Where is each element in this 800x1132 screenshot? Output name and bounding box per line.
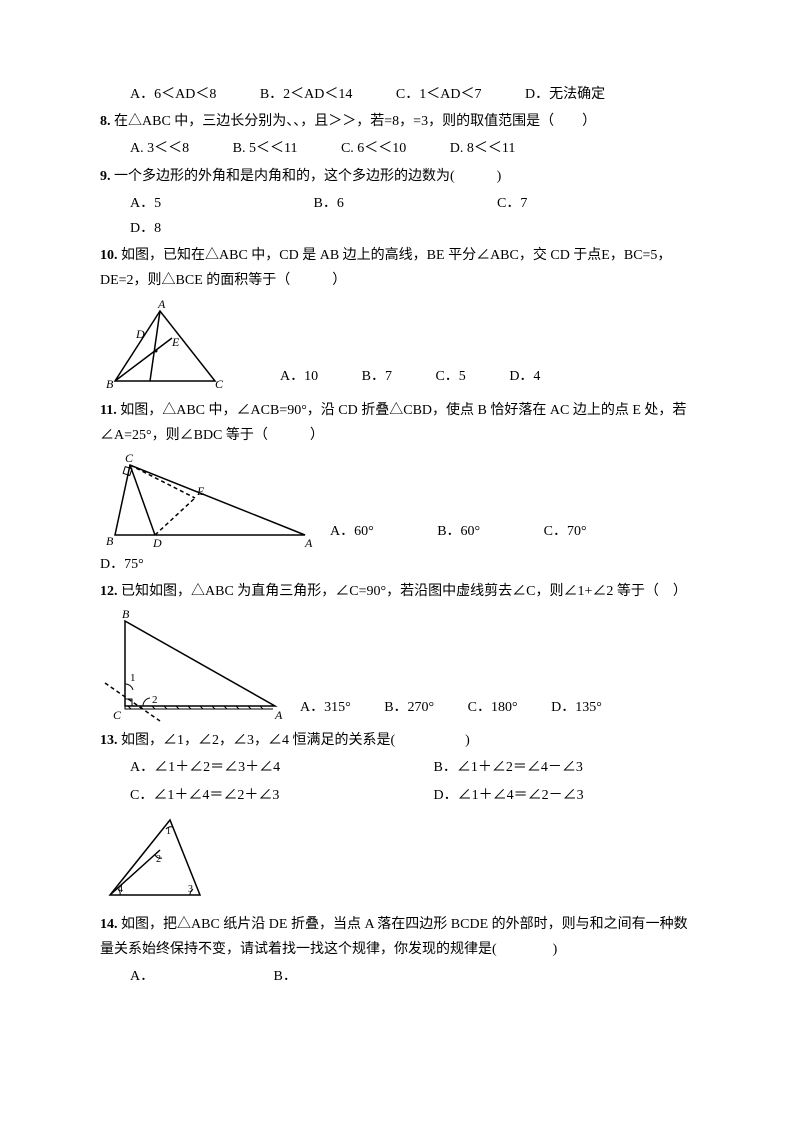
q12-num: 12.	[100, 584, 118, 599]
q10-text: 如图，已知在△ABC 中，CD 是 AB 边上的高线，BE 平分∠ABC，交 C…	[100, 248, 671, 288]
q12-text: 已知如图，△ABC 为直角三角形，∠C=90°，若沿图中虚线剪去∠C，则∠1+∠…	[121, 584, 687, 599]
q12: 12. 已知如图，△ABC 为直角三角形，∠C=90°，若沿图中虚线剪去∠C，则…	[100, 579, 700, 604]
svg-text:D: D	[135, 327, 145, 341]
q14-num: 14.	[100, 917, 118, 932]
svg-text:C: C	[113, 708, 122, 722]
svg-text:B: B	[106, 534, 114, 548]
q9-options: A．5 B．6 C．7 D．8	[100, 191, 700, 241]
svg-text:B: B	[106, 377, 114, 391]
q13-text: 如图，∠1，∠2，∠3，∠4 恒满足的关系是( )	[121, 733, 470, 748]
q7-options: A．6＜AD＜8 B．2＜AD＜14 C．1＜AD＜7 D．无法确定	[100, 82, 700, 107]
opt-c: C. 6＜＜10	[341, 136, 406, 161]
opt-b: B．2＜AD＜14	[260, 82, 353, 107]
opt-b: B．6	[314, 191, 454, 216]
opt-c: C．7	[497, 191, 637, 216]
svg-text:D: D	[152, 536, 162, 550]
q13-options-row1: A．∠1＋∠2＝∠3＋∠4 B．∠1＋∠2＝∠4－∠3	[100, 755, 700, 780]
q12-figure: B C A 1 2	[100, 606, 290, 726]
opt-a: A．10	[280, 364, 318, 389]
opt-a: A．∠1＋∠2＝∠3＋∠4	[130, 755, 390, 780]
svg-text:C: C	[215, 377, 224, 391]
opt-c: C．70°	[544, 519, 587, 544]
q14-text: 如图，把△ABC 纸片沿 DE 折叠，当点 A 落在四边形 BCDE 的外部时，…	[100, 917, 688, 957]
q11-opt-d: D．75°	[100, 552, 700, 577]
q10: 10. 如图，已知在△ABC 中，CD 是 AB 边上的高线，BE 平分∠ABC…	[100, 243, 700, 293]
svg-text:2: 2	[156, 854, 161, 865]
svg-text:B: B	[122, 607, 130, 621]
opt-c: C．180°	[468, 700, 518, 715]
opt-a: A．315°	[300, 700, 351, 715]
q10-figure: A B C D E	[100, 296, 240, 396]
svg-text:C: C	[125, 451, 134, 465]
q10-figure-row: A B C D E A．10 B．7 C．5 D．4	[100, 296, 700, 396]
opt-b: B. 5＜＜11	[233, 136, 298, 161]
svg-text:E: E	[196, 484, 205, 498]
svg-text:A: A	[304, 536, 313, 550]
q8-text: 在△ABC 中，三边长分别为、、，且＞＞，若=8，=3，则的取值范围是（ ）	[114, 114, 596, 129]
opt-b: B．∠1＋∠2＝∠4－∠3	[434, 755, 583, 780]
opt-b: B．7	[362, 364, 392, 389]
q10-options: A．10 B．7 C．5 D．4	[250, 364, 580, 395]
opt-c: C．1＜AD＜7	[396, 82, 482, 107]
q11-figure-row: C B D E A A．60° B．60° C．70°	[100, 450, 700, 550]
q11-options: A．60° B．60° C．70°	[330, 519, 647, 550]
opt-d: D. 8＜＜11	[450, 136, 516, 161]
q9: 9. 一个多边形的外角和是内角和的，这个多边形的边数为( )	[100, 164, 700, 189]
opt-b: B．270°	[384, 700, 434, 715]
opt-d: D．4	[509, 364, 540, 389]
q8-num: 8.	[100, 114, 111, 129]
q11-text: 如图，△ABC 中，∠ACB=90°，沿 CD 折叠△CBD，使点 B 恰好落在…	[100, 403, 686, 443]
opt-d: D．135°	[551, 700, 602, 715]
svg-text:A: A	[274, 708, 283, 722]
opt-a: A. 3＜＜8	[130, 136, 189, 161]
opt-a: A．6＜AD＜8	[130, 82, 216, 107]
q10-num: 10.	[100, 248, 118, 263]
svg-text:A: A	[157, 297, 166, 311]
opt-a: A．	[130, 964, 230, 989]
q13-figure: 1 2 3 4	[100, 810, 220, 910]
q11-figure: C B D E A	[100, 450, 320, 550]
opt-c: C．5	[435, 364, 465, 389]
q9-num: 9.	[100, 169, 111, 184]
opt-b: B．	[274, 964, 297, 989]
opt-a: A．60°	[330, 519, 374, 544]
opt-b: B．60°	[437, 519, 480, 544]
svg-text:2: 2	[152, 694, 158, 706]
q8-options: A. 3＜＜8 B. 5＜＜11 C. 6＜＜10 D. 8＜＜11	[100, 136, 700, 161]
q12-options: A．315° B．270° C．180° D．135°	[300, 695, 602, 726]
opt-d: D．无法确定	[525, 82, 605, 107]
opt-c: C．∠1＋∠4＝∠2＋∠3	[130, 783, 390, 808]
q11-num: 11.	[100, 403, 117, 418]
opt-d: D．8	[130, 216, 270, 241]
q8: 8. 在△ABC 中，三边长分别为、、，且＞＞，若=8，=3，则的取值范围是（ …	[100, 109, 700, 134]
q12-figure-row: B C A 1 2 A．315° B．270° C．180° D．135°	[100, 606, 700, 726]
q14: 14. 如图，把△ABC 纸片沿 DE 折叠，当点 A 落在四边形 BCDE 的…	[100, 912, 700, 962]
q14-options: A． B．	[100, 964, 700, 989]
svg-text:1: 1	[130, 672, 136, 684]
q13-options-row2: C．∠1＋∠4＝∠2＋∠3 D．∠1＋∠4＝∠2－∠3	[100, 783, 700, 808]
q13: 13. 如图，∠1，∠2，∠3，∠4 恒满足的关系是( )	[100, 728, 700, 753]
q9-text: 一个多边形的外角和是内角和的，这个多边形的边数为( )	[114, 169, 501, 184]
opt-d: D．∠1＋∠4＝∠2－∠3	[434, 783, 584, 808]
svg-text:E: E	[171, 335, 180, 349]
q13-num: 13.	[100, 733, 118, 748]
q11: 11. 如图，△ABC 中，∠ACB=90°，沿 CD 折叠△CBD，使点 B …	[100, 398, 700, 448]
opt-a: A．5	[130, 191, 270, 216]
